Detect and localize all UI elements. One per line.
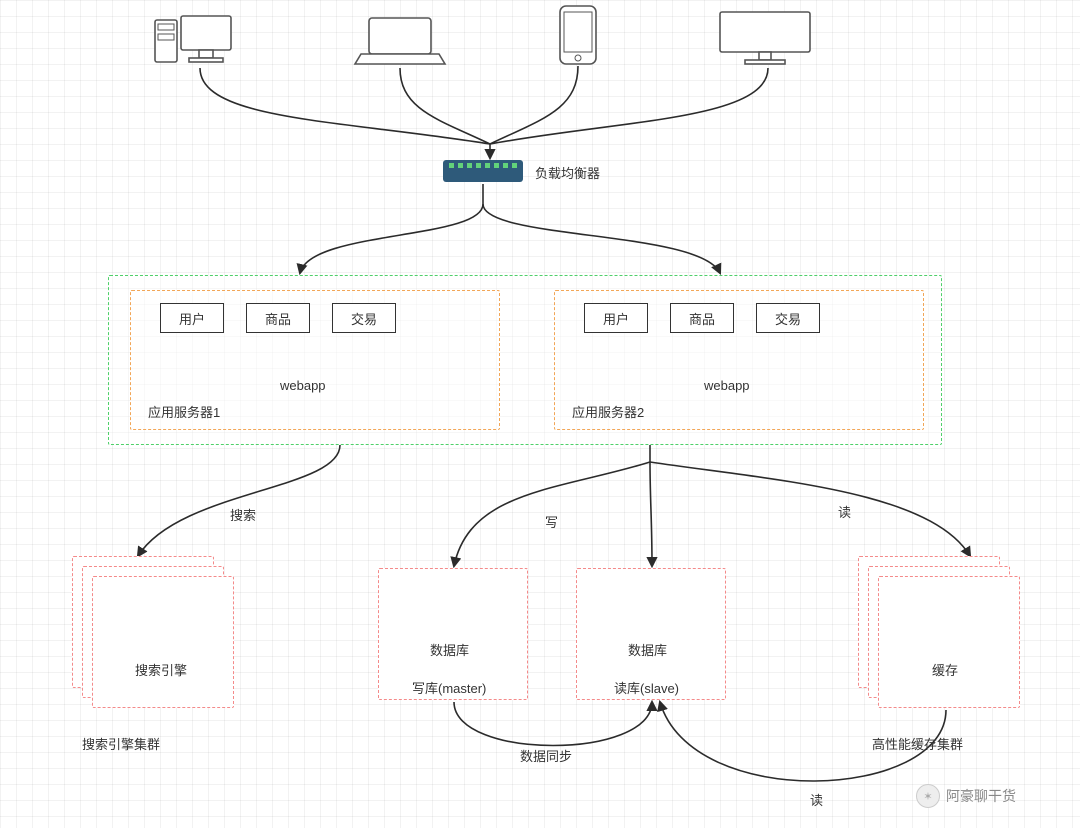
search-stack-layer — [92, 576, 234, 708]
search-outer-label: 搜索引擎集群 — [82, 734, 160, 753]
edge-label-sync: 数据同步 — [520, 746, 572, 765]
app2-webapp-label: webapp — [704, 378, 750, 393]
app1-module-goods-label: 商品 — [265, 309, 291, 328]
app2-module-goods-label: 商品 — [689, 309, 715, 328]
app1-module-trade-label: 交易 — [351, 309, 377, 328]
app2-module-user: 用户 — [584, 303, 648, 333]
edge-label-write: 写 — [545, 512, 558, 531]
cache-stack-layer — [878, 576, 1020, 708]
wechat-icon: ✶ — [916, 784, 940, 808]
load-balancer-label: 负载均衡器 — [535, 163, 600, 182]
slave-inner-label: 数据库 — [628, 640, 667, 659]
diagram-canvas: 负载均衡器 用户 商品 交易 应用服务器1 webapp 用户 商品 交易 应用… — [0, 0, 1080, 828]
app1-webapp-label: webapp — [280, 378, 326, 393]
app1-module-trade: 交易 — [332, 303, 396, 333]
app-server2-label: 应用服务器2 — [572, 402, 644, 421]
app1-module-user: 用户 — [160, 303, 224, 333]
edge-label-read2: 读 — [810, 790, 823, 809]
watermark: ✶ 阿豪聊干货 — [916, 784, 1016, 808]
search-inner-label: 搜索引擎 — [135, 660, 187, 679]
app1-module-goods: 商品 — [246, 303, 310, 333]
edge-label-read: 读 — [838, 502, 851, 521]
slave-outer-label: 读库(slave) — [614, 678, 679, 697]
cache-outer-label: 高性能缓存集群 — [872, 734, 963, 753]
app-server1-label: 应用服务器1 — [148, 402, 220, 421]
watermark-text: 阿豪聊干货 — [946, 786, 1016, 806]
app2-module-trade: 交易 — [756, 303, 820, 333]
master-outer-label: 写库(master) — [412, 678, 486, 697]
app2-module-goods: 商品 — [670, 303, 734, 333]
cache-inner-label: 缓存 — [932, 660, 958, 679]
app2-module-user-label: 用户 — [603, 309, 629, 328]
master-inner-label: 数据库 — [430, 640, 469, 659]
edge-label-search: 搜索 — [230, 505, 256, 524]
app1-module-user-label: 用户 — [179, 309, 205, 328]
app2-module-trade-label: 交易 — [775, 309, 801, 328]
